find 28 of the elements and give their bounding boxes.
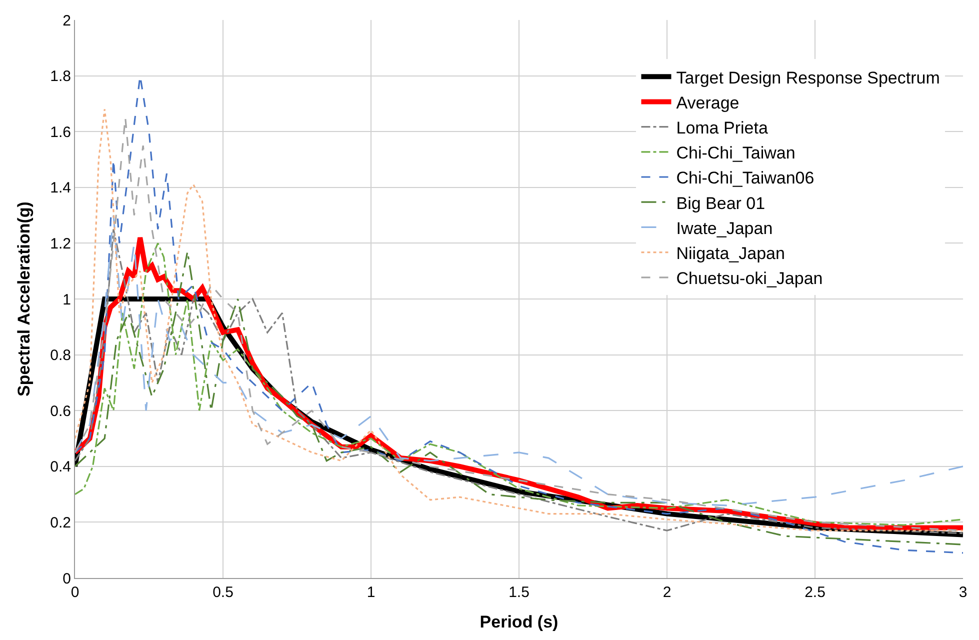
legend-label: Average — [676, 93, 740, 112]
legend-label: Chuetsu-oki_Japan — [676, 269, 823, 288]
legend-label: Big Bear 01 — [676, 194, 766, 213]
x-tick-label: 3 — [958, 584, 968, 601]
y-tick-label: 1.2 — [50, 235, 71, 252]
legend-label: Niigata_Japan — [676, 244, 785, 263]
x-tick-label: 1.5 — [508, 584, 530, 601]
x-tick-label: 2 — [662, 584, 672, 601]
x-tick-label: 1 — [366, 584, 376, 601]
x-tick-label: 0.5 — [212, 584, 234, 601]
y-tick-label: 0 — [62, 570, 71, 588]
x-tick-label: 2.5 — [804, 584, 826, 601]
y-tick-label: 1 — [62, 291, 71, 308]
y-tick-label: 0.2 — [50, 514, 71, 532]
y-tick-label: 1.8 — [50, 68, 71, 86]
y-axis-title: Spectral Acceleration(g) — [14, 202, 34, 396]
legend-label: Loma Prieta — [676, 118, 768, 138]
x-axis-title: Period (s) — [480, 612, 558, 632]
y-tick-label: 0.6 — [50, 402, 71, 420]
y-tick-label: 0.4 — [50, 458, 71, 476]
y-tick-label: 1.6 — [50, 124, 71, 141]
y-tick-label: 0.8 — [50, 347, 71, 364]
legend-label: Chi-Chi_Taiwan — [676, 144, 796, 163]
legend-label: Target Design Response Spectrum — [676, 68, 940, 88]
legend-label: Iwate_Japan — [676, 218, 773, 238]
y-tick-label: 1.4 — [50, 180, 71, 197]
y-tick-label: 2 — [62, 12, 71, 30]
legend-label: Chi-Chi_Taiwan06 — [676, 168, 814, 188]
